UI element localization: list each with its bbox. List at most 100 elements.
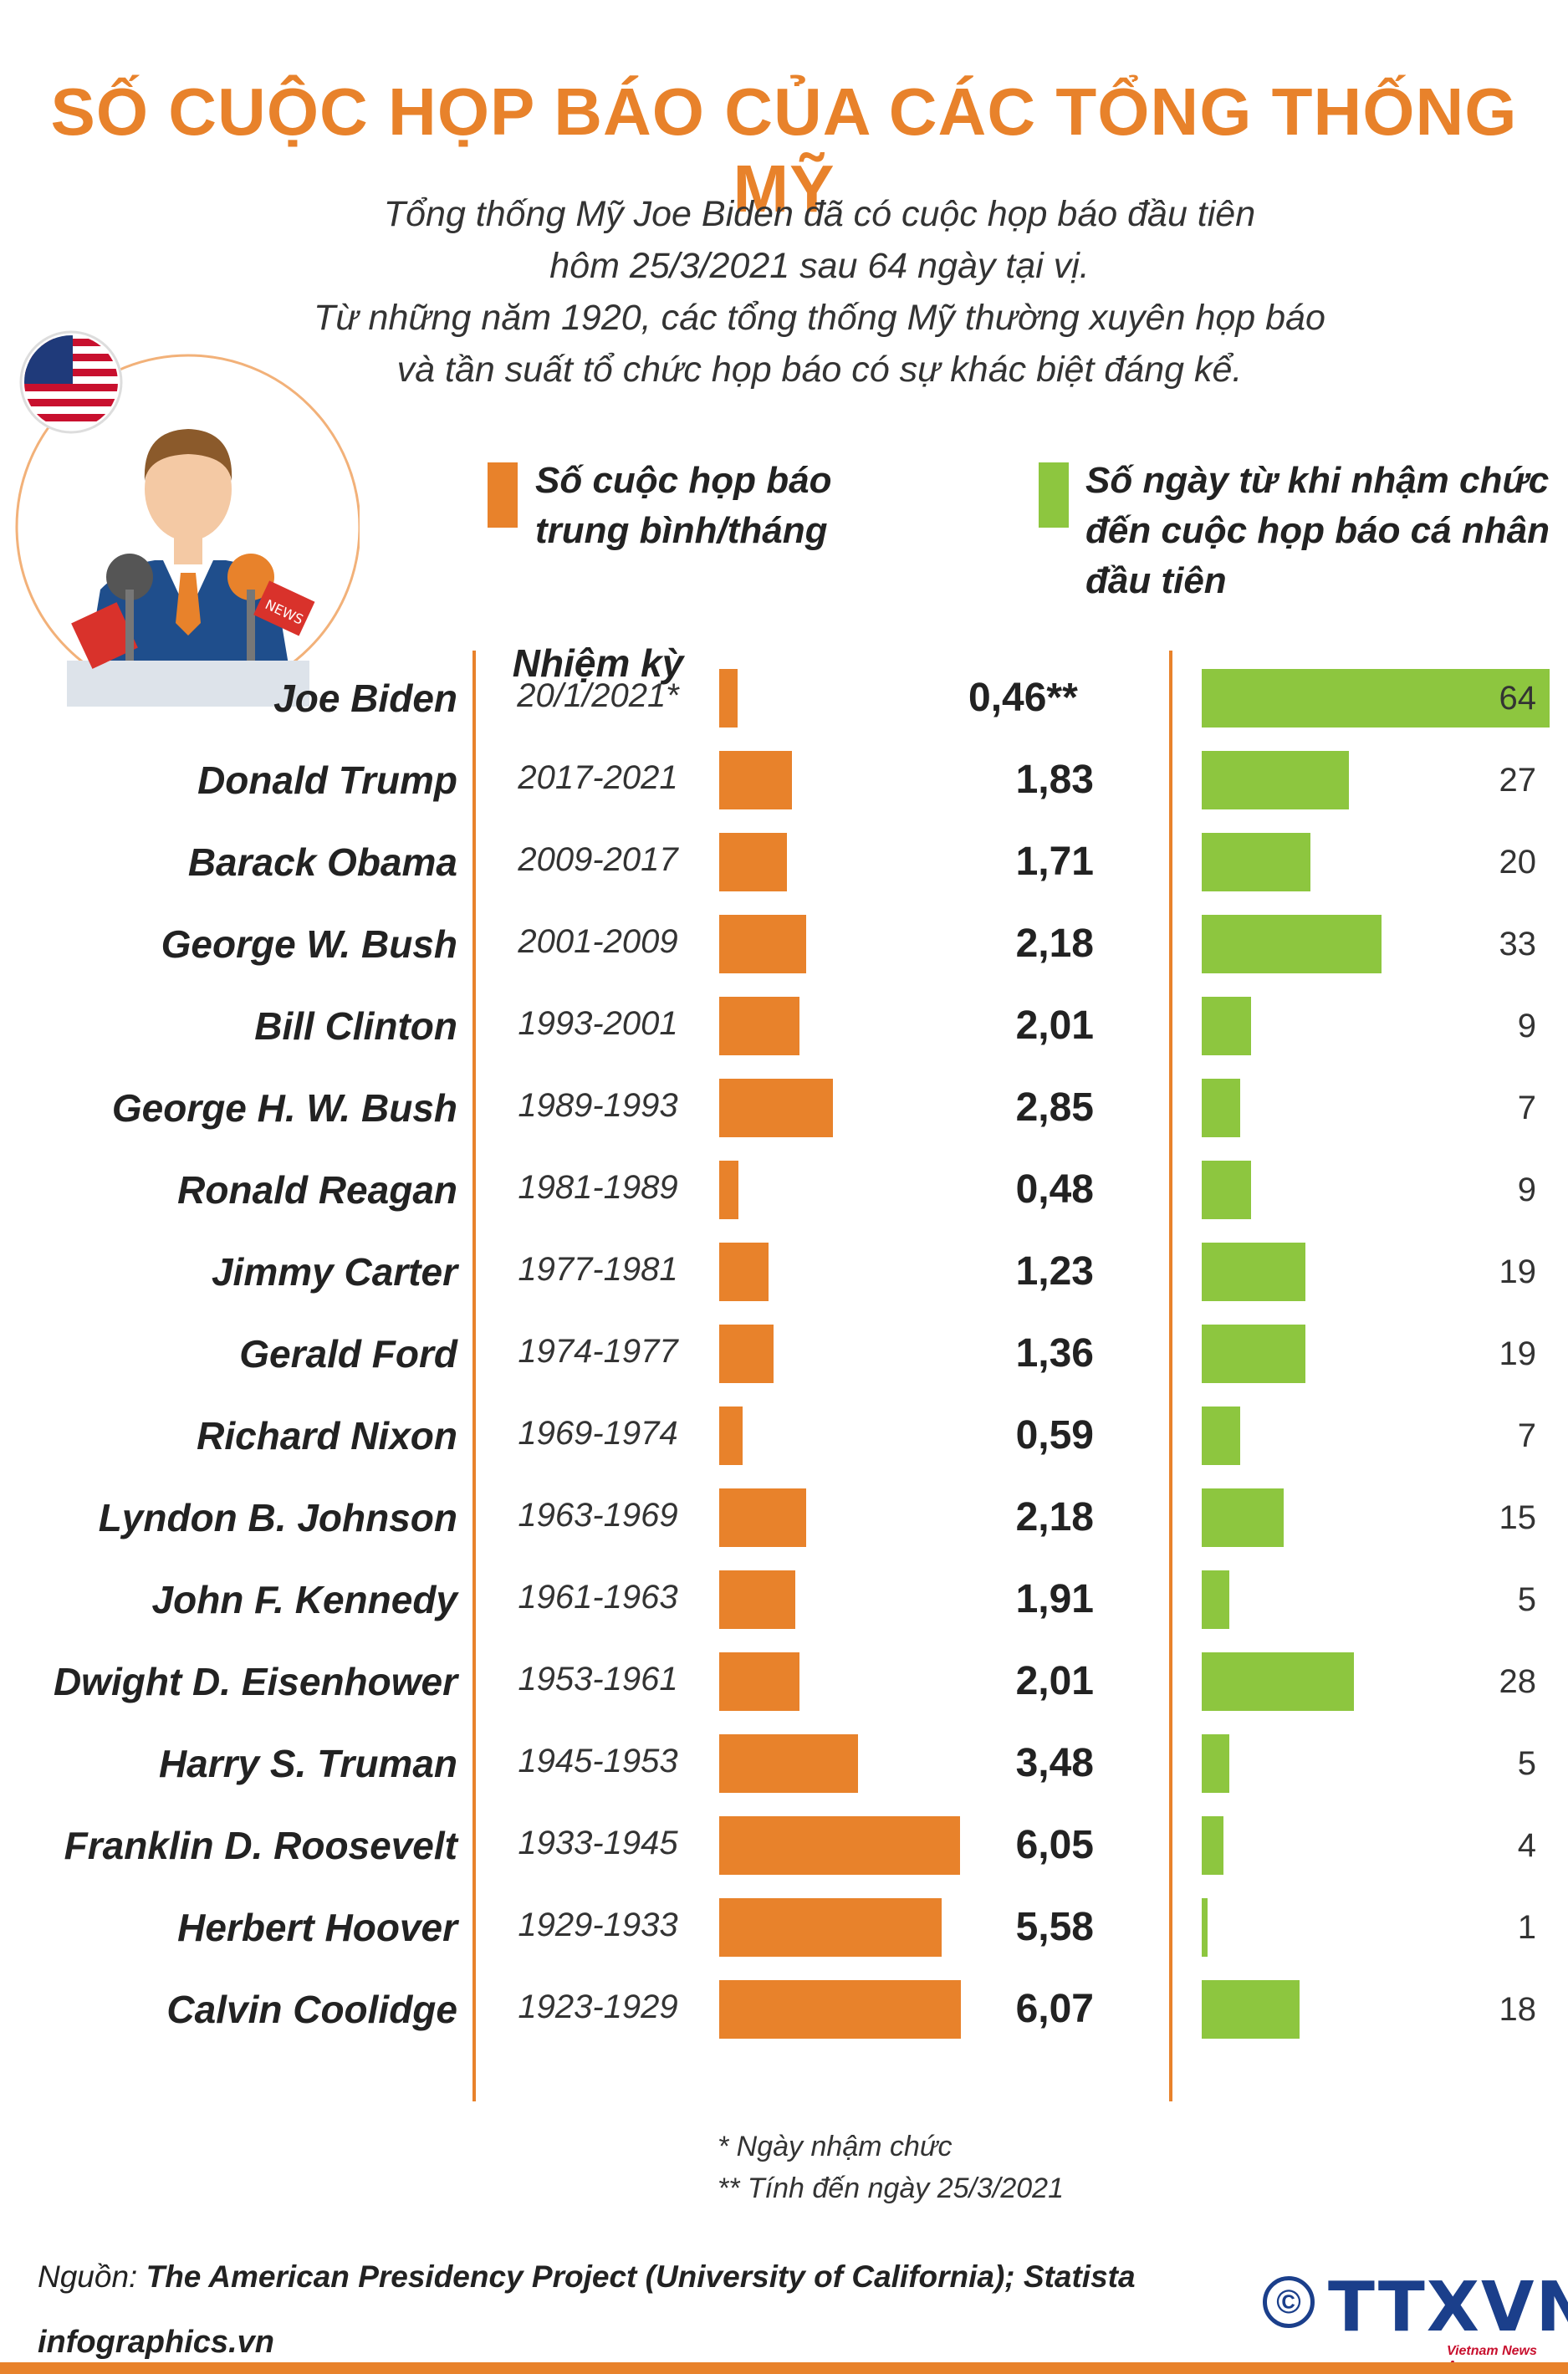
- press-conference-value: 5,58: [1015, 1905, 1094, 1949]
- days-to-first-conference-bar: [1202, 1079, 1240, 1137]
- intro-text: Tổng thống Mỹ Joe Biden đã có cuộc họp b…: [192, 188, 1447, 396]
- press-conference-bar: [719, 1161, 738, 1219]
- intro-line: Tổng thống Mỹ Joe Biden đã có cuộc họp b…: [383, 194, 1256, 234]
- term-years: 1969-1974: [518, 1415, 678, 1452]
- press-conference-bar: [719, 669, 738, 728]
- press-conference-bar: [719, 1816, 960, 1875]
- days-to-first-conference-value: 27: [1499, 762, 1537, 799]
- term-years: 1929-1933: [518, 1907, 678, 1943]
- divider-right: [1169, 651, 1172, 2101]
- days-to-first-conference-value: 9: [1517, 1172, 1536, 1208]
- days-to-first-conference-value: 20: [1499, 844, 1537, 881]
- president-name: Dwight D. Eisenhower: [53, 1660, 457, 1703]
- days-to-first-conference-bar: [1202, 833, 1310, 891]
- president-name: Richard Nixon: [197, 1414, 457, 1458]
- intro-line: Từ những năm 1920, các tổng thống Mỹ thư…: [314, 298, 1325, 338]
- president-name: George H. W. Bush: [111, 1086, 457, 1130]
- days-to-first-conference-bar: [1202, 669, 1550, 728]
- press-conference-value: 2,18: [1015, 922, 1094, 966]
- days-to-first-conference-value: 19: [1499, 1335, 1537, 1372]
- days-to-first-conference-bar: [1202, 1325, 1305, 1383]
- press-conference-bar: [719, 1898, 942, 1957]
- term-years: 1923-1929: [518, 1989, 678, 2025]
- term-years: 1963-1969: [518, 1497, 678, 1534]
- press-conference-value: 1,36: [1015, 1331, 1094, 1376]
- term-years: 1974-1977: [518, 1333, 678, 1370]
- source-text: The American Presidency Project (Univers…: [146, 2259, 1136, 2294]
- days-to-first-conference-bar: [1202, 1652, 1354, 1711]
- term-years: 1961-1963: [518, 1579, 678, 1616]
- days-to-first-conference-bar: [1202, 1243, 1305, 1301]
- source-label: Nguồn:: [38, 2259, 146, 2294]
- press-conference-value: 1,83: [1015, 758, 1094, 802]
- days-to-first-conference-value: 28: [1499, 1663, 1537, 1700]
- us-flag-icon: [19, 330, 123, 434]
- days-to-first-conference-value: 4: [1517, 1827, 1536, 1864]
- intro-line: hôm 25/3/2021 sau 64 ngày tại vị.: [549, 246, 1090, 286]
- days-to-first-conference-value: 33: [1499, 926, 1537, 962]
- president-name: Joe Biden: [273, 676, 457, 720]
- days-to-first-conference-value: 9: [1517, 1008, 1536, 1044]
- legend-label-orange: Số cuộc họp báo trung bình/tháng: [535, 460, 832, 551]
- president-name: Ronald Reagan: [177, 1168, 457, 1212]
- press-conference-value: 1,71: [1015, 840, 1094, 884]
- intro-line: và tần suất tổ chức họp báo có sự khác b…: [396, 350, 1243, 390]
- term-years: 1981-1989: [518, 1169, 678, 1206]
- days-to-first-conference-bar: [1202, 1734, 1229, 1793]
- press-conference-value: 1,23: [1015, 1249, 1094, 1294]
- press-conference-value: 0,46**: [968, 676, 1078, 720]
- term-years: 2001-2009: [518, 923, 678, 960]
- footnote-date: ** Tính đến ngày 25/3/2021: [718, 2172, 1064, 2204]
- days-to-first-conference-bar: [1202, 1488, 1284, 1547]
- term-years: 2009-2017: [518, 841, 678, 878]
- press-conference-bar: [719, 1407, 743, 1465]
- press-conference-value: 0,48: [1015, 1167, 1094, 1212]
- days-to-first-conference-value: 64: [1499, 680, 1537, 717]
- president-illustration: NEWS: [15, 330, 360, 707]
- president-name: Lyndon B. Johnson: [98, 1496, 457, 1539]
- press-conference-value: 1,91: [1015, 1577, 1094, 1621]
- president-name: Barack Obama: [187, 840, 457, 884]
- days-to-first-conference-bar: [1202, 751, 1349, 809]
- press-conference-bar: [719, 1243, 769, 1301]
- legend-swatch-orange: [488, 462, 518, 528]
- press-conference-value: 2,85: [1015, 1085, 1094, 1130]
- days-to-first-conference-value: 1: [1517, 1909, 1536, 1946]
- term-column-header: Nhiệm kỳ: [512, 641, 684, 685]
- press-conference-value: 3,48: [1015, 1741, 1094, 1785]
- president-name: Gerald Ford: [239, 1332, 457, 1376]
- press-conference-bar: [719, 1652, 799, 1711]
- press-conference-bar: [719, 915, 806, 973]
- days-to-first-conference-value: 5: [1517, 1745, 1536, 1782]
- president-name: Jimmy Carter: [211, 1250, 457, 1294]
- president-name: George W. Bush: [161, 922, 457, 966]
- president-name: Donald Trump: [197, 758, 457, 802]
- term-years: 1989-1993: [518, 1087, 678, 1124]
- days-to-first-conference-bar: [1202, 1407, 1240, 1465]
- days-to-first-conference-value: 19: [1499, 1253, 1537, 1290]
- press-conference-value: 2,01: [1015, 1003, 1094, 1048]
- press-conference-value: 2,18: [1015, 1495, 1094, 1539]
- press-conference-value: 0,59: [1015, 1413, 1094, 1458]
- legend-label-green: Số ngày từ khi nhậm chức đến cuộc họp bá…: [1085, 460, 1550, 601]
- president-name: Franklin D. Roosevelt: [64, 1824, 457, 1867]
- press-conference-bar: [719, 1734, 858, 1793]
- divider-left: [472, 651, 476, 2101]
- term-years: 1945-1953: [518, 1743, 678, 1779]
- term-years: 1977-1981: [518, 1251, 678, 1288]
- days-to-first-conference-value: 15: [1499, 1499, 1537, 1536]
- press-conference-bar: [719, 751, 792, 809]
- president-name: Herbert Hoover: [177, 1906, 457, 1949]
- days-to-first-conference-value: 7: [1517, 1417, 1536, 1454]
- president-name: John F. Kennedy: [151, 1578, 457, 1621]
- press-conference-bar: [719, 1980, 961, 2039]
- page-title: SỐ CUỘC HỌP BÁO CỦA CÁC TỔNG THỐNG MỸ: [50, 74, 1518, 226]
- press-conference-bar: [719, 1570, 795, 1629]
- press-conference-bar: [719, 833, 787, 891]
- press-conference-value: 2,01: [1015, 1659, 1094, 1703]
- press-conference-bar: [719, 1079, 833, 1137]
- term-years: 1953-1961: [518, 1661, 678, 1698]
- president-name: Harry S. Truman: [158, 1742, 457, 1785]
- days-to-first-conference-bar: [1202, 1816, 1223, 1875]
- term-years: 2017-2021: [518, 759, 678, 796]
